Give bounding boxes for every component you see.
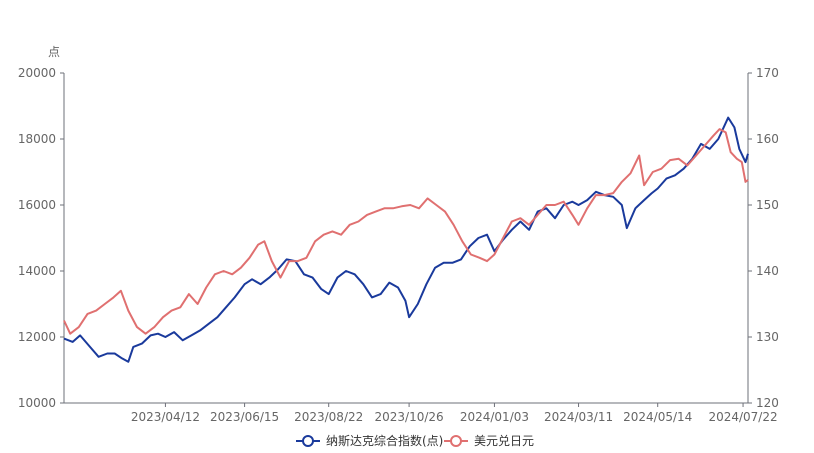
y-left-tick-label: 18000 [18,132,56,146]
y-left-axis: 10000 12000 14000 16000 18000 20000 [18,66,65,410]
x-tick-label: 2023/10/26 [375,410,444,424]
x-tick-label: 2023/04/12 [131,410,200,424]
legend-label-1: 纳斯达克综合指数(点) [326,433,443,448]
y-left-tick-label: 12000 [18,330,56,344]
x-tick-label: 2024/05/14 [623,410,692,424]
y-right-tick-label: 130 [756,330,779,344]
x-axis: 2023/04/12 2023/06/15 2023/08/22 2023/10/26… [64,402,778,424]
legend-marker-1 [302,435,314,447]
x-tick-label: 2024/07/22 [708,410,777,424]
legend-marker-2 [450,435,462,447]
legend-label-2: 美元兑日元 [474,434,534,448]
y-right-tick-label: 140 [756,264,779,278]
legend: 纳斯达克综合指数(点) 美元兑日元 [296,433,534,448]
y-left-tick-label: 14000 [18,264,56,278]
series-line-1 [63,116,749,363]
y-left-tick-label: 20000 [18,66,56,80]
series-line-2 [63,128,749,335]
series-layer [63,116,749,363]
x-tick-label: 2024/01/03 [460,410,529,424]
y-left-tick-label: 16000 [18,198,56,212]
y-right-axis: 120 130 140 150 160 170 [747,66,779,410]
y-right-tick-label: 160 [756,132,779,146]
y-right-tick-label: 120 [756,396,779,410]
x-tick-label: 2023/06/15 [210,410,279,424]
y-left-tick-label: 10000 [18,396,56,410]
x-tick-label: 2023/08/22 [294,410,363,424]
x-tick-label: 2024/03/11 [544,410,613,424]
y-right-tick-label: 170 [756,66,779,80]
y-right-tick-label: 150 [756,198,779,212]
y-left-unit-label: 点 [48,45,60,59]
